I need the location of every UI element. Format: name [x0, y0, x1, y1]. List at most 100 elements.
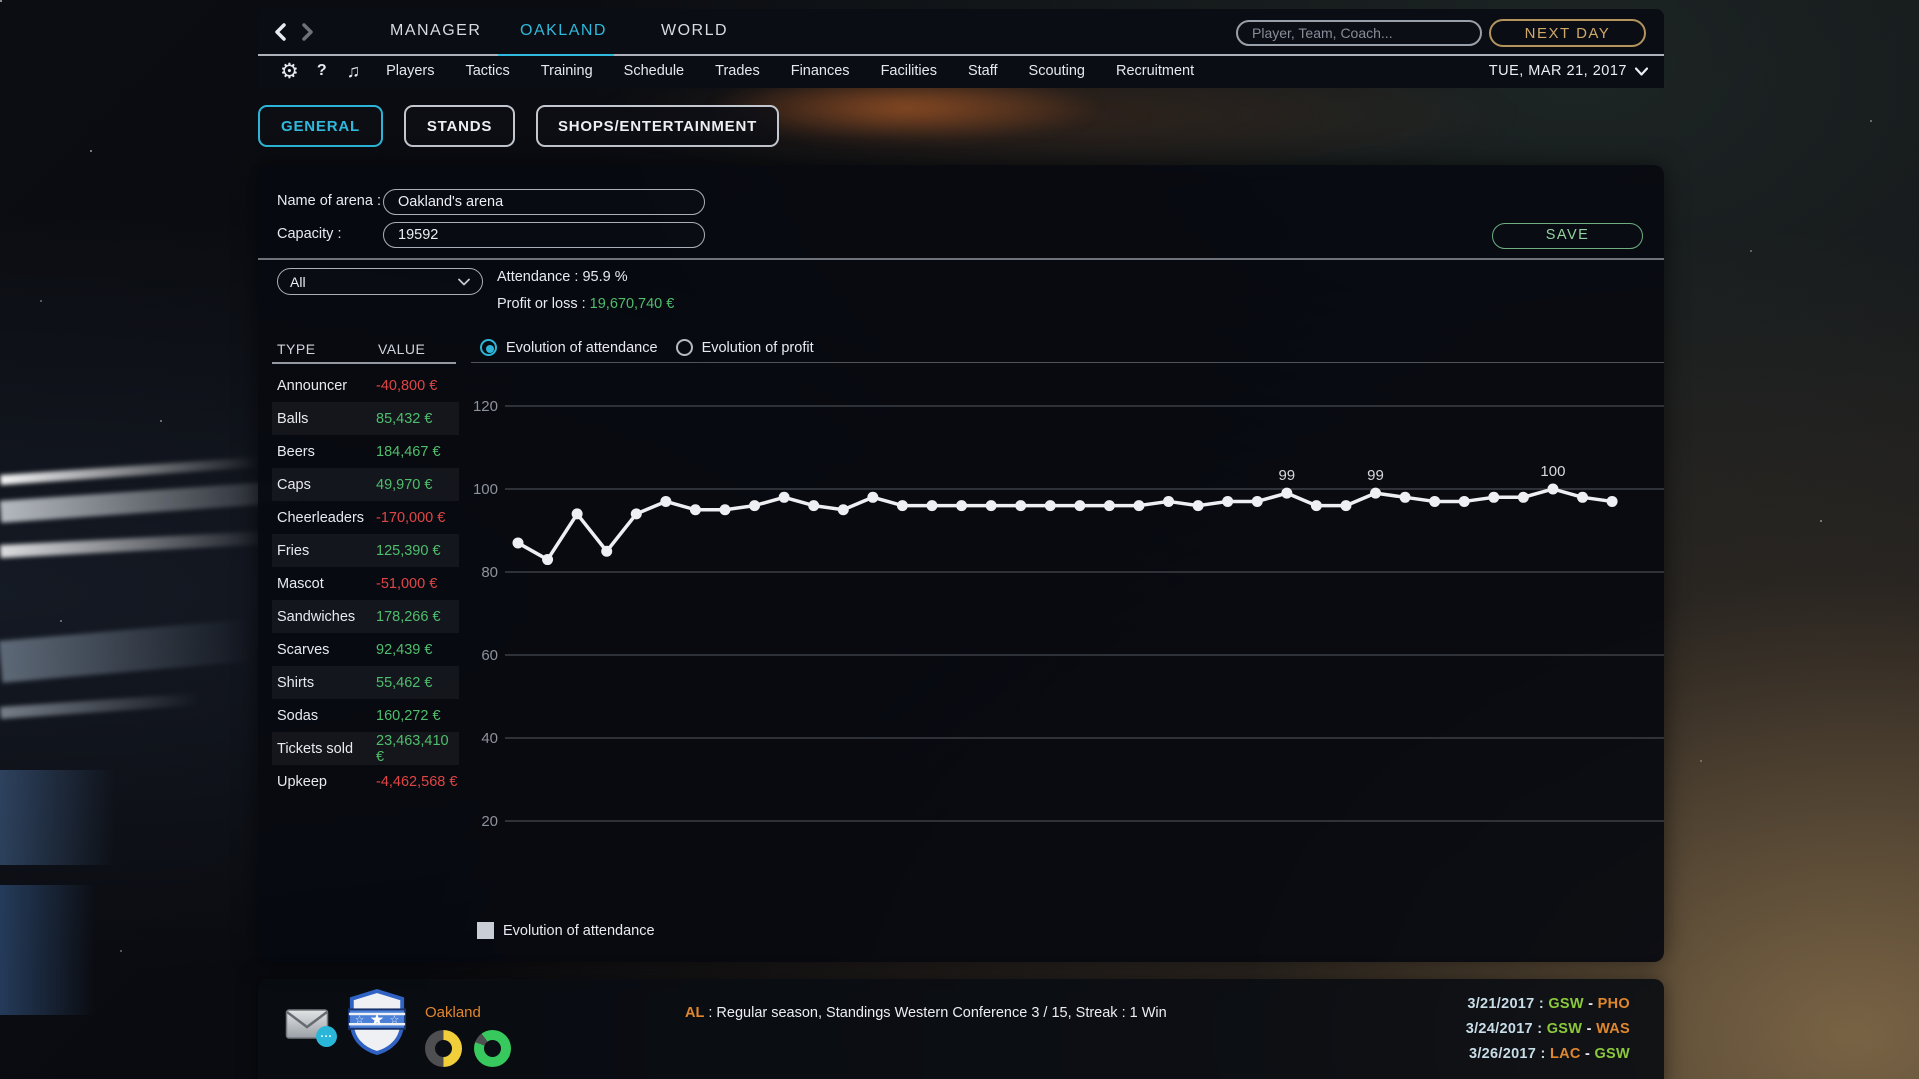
bg-blue-shape [0, 885, 95, 1015]
row-value: 85,432 € [376, 410, 433, 427]
team-code: LAC [1549, 1046, 1581, 1062]
back-icon[interactable] [272, 23, 290, 41]
row-value: 178,266 € [376, 608, 441, 625]
music-note-icon[interactable]: ♫ [346, 60, 361, 81]
table-row[interactable]: Sandwiches 178,266 € [272, 600, 459, 633]
radio-icon [675, 339, 693, 356]
chart-mode-radios: Evolution of attendance Evolution of pro… [480, 339, 814, 356]
svg-text:20: 20 [481, 813, 498, 830]
chart-top-border [471, 362, 1664, 363]
attendance-value: 95.9 % [582, 269, 628, 285]
row-type: Caps [277, 476, 311, 493]
attendance-chart: 120 100 80 60 40 20 99 99 100 [456, 393, 1666, 843]
separator [258, 258, 1664, 260]
row-type: Upkeep [277, 773, 327, 790]
row-type: Sodas [277, 707, 319, 724]
bg-blue-shape [0, 770, 115, 865]
bg-light-streak [0, 456, 261, 486]
capacity-input[interactable] [383, 222, 705, 248]
status-text: : Regular season, Standings Western Conf… [704, 1005, 1167, 1021]
schedule-entry: 3/21/2017 : GSW - PHO [1466, 992, 1630, 1017]
menu-bar: ⚙ ? ♫ Players Tactics Training Schedule Trad… [258, 56, 1664, 86]
table-row[interactable]: Tickets sold 23,463,410 € [272, 732, 459, 765]
game-date: 3/26/2017 : [1468, 1046, 1550, 1062]
table-row[interactable]: Mascot -51,000 € [272, 567, 459, 600]
table-row[interactable]: Scarves 92,439 € [272, 633, 459, 666]
team-code: GSW [1548, 996, 1584, 1012]
stats-block: Attendance : 95.9 % Profit or loss : 19,… [497, 269, 674, 323]
team-code: GSW [1594, 1046, 1630, 1062]
row-value: -40,800 € [376, 377, 438, 394]
menu-item-facilities[interactable]: Facilities [880, 63, 937, 79]
settings-gear-icon[interactable]: ⚙ [280, 59, 299, 83]
svg-text:40: 40 [481, 730, 498, 747]
finance-table-body: Announcer -40,800 € Balls 85,432 € Beers 184,… [272, 369, 459, 798]
row-type: Beers [277, 443, 315, 460]
menu-item-recruitment[interactable]: Recruitment [1115, 63, 1195, 79]
menu-item-schedule[interactable]: Schedule [623, 63, 685, 79]
next-day-button[interactable]: NEXT DAY [1489, 19, 1646, 47]
date-selector[interactable]: TUE, MAR 21, 2017 [1489, 56, 1648, 86]
menu-item-training[interactable]: Training [540, 63, 593, 79]
menu-item-players[interactable]: Players [386, 63, 435, 79]
svg-text:☆: ☆ [390, 1013, 400, 1026]
row-value: 184,467 € [376, 443, 441, 460]
chevron-down-icon [1635, 66, 1648, 76]
help-icon[interactable]: ? [316, 62, 327, 79]
row-type: Mascot [277, 575, 324, 592]
game-date: 3/24/2017 : [1465, 1021, 1547, 1037]
menu-item-staff[interactable]: Staff [967, 63, 998, 79]
row-type: Scarves [277, 641, 330, 658]
game-date: 3/21/2017 : [1467, 996, 1549, 1012]
legend-swatch [477, 922, 494, 939]
table-row[interactable]: Fries 125,390 € [272, 534, 459, 567]
tab-oakland[interactable]: OAKLAND [520, 22, 607, 39]
table-row[interactable]: Caps 49,970 € [272, 468, 459, 501]
forward-icon[interactable] [298, 23, 316, 41]
table-row[interactable]: Upkeep -4,462,568 € [272, 765, 459, 798]
menu-item-finances[interactable]: Finances [790, 63, 850, 79]
team-badge[interactable]: ★ ☆ ☆ [346, 988, 408, 1060]
column-type: TYPE [277, 341, 316, 357]
table-row[interactable]: Beers 184,467 € [272, 435, 459, 468]
type-filter-dropdown[interactable]: All [277, 268, 483, 295]
radio-label: Evolution of attendance [506, 339, 658, 356]
capacity-label: Capacity : [277, 226, 342, 242]
save-button[interactable]: SAVE [1492, 223, 1643, 249]
menu-item-scouting[interactable]: Scouting [1028, 63, 1085, 79]
radio-evolution-profit[interactable]: Evolution of profit [675, 339, 814, 356]
versus-dash: - [1582, 1021, 1597, 1037]
search-input[interactable] [1236, 20, 1482, 46]
row-value: 23,463,410 € [376, 732, 449, 765]
radio-evolution-attendance[interactable]: Evolution of attendance [480, 339, 658, 356]
tab-general[interactable]: GENERAL [258, 105, 383, 147]
finance-table-header: TYPE VALUE [277, 341, 457, 359]
table-row[interactable]: Balls 85,432 € [272, 402, 459, 435]
chevron-down-icon [458, 278, 470, 285]
table-row[interactable]: Sodas 160,272 € [272, 699, 459, 732]
row-type: Fries [277, 542, 310, 559]
svg-text:80: 80 [481, 564, 498, 581]
tab-world[interactable]: WORLD [661, 22, 729, 39]
tab-shops-entertainment[interactable]: SHOPS/ENTERTAINMENT [536, 105, 779, 147]
active-tab-underline [498, 54, 614, 56]
arena-name-input[interactable] [383, 189, 705, 215]
profit-value: 19,670,740 € [589, 296, 675, 312]
tab-stands[interactable]: STANDS [404, 105, 515, 147]
table-row[interactable]: Shirts 55,462 € [272, 666, 459, 699]
row-type: Tickets sold [277, 740, 354, 757]
schedule-entry: 3/24/2017 : GSW - WAS [1466, 1017, 1630, 1042]
svg-text:100: 100 [473, 481, 498, 498]
table-row[interactable]: Cheerleaders -170,000 € [272, 501, 459, 534]
team-code: PHO [1597, 996, 1630, 1012]
tab-manager[interactable]: MANAGER [390, 22, 482, 39]
row-value: 160,272 € [376, 707, 441, 724]
svg-text:99: 99 [1367, 467, 1384, 484]
menu-item-trades[interactable]: Trades [715, 63, 760, 79]
row-value: 125,390 € [376, 542, 441, 559]
mail-button[interactable]: ... [285, 1007, 337, 1047]
column-value: VALUE [378, 341, 426, 357]
legend-label: Evolution of attendance [503, 922, 655, 939]
menu-item-tactics[interactable]: Tactics [465, 63, 510, 79]
table-row[interactable]: Announcer -40,800 € [272, 369, 459, 402]
